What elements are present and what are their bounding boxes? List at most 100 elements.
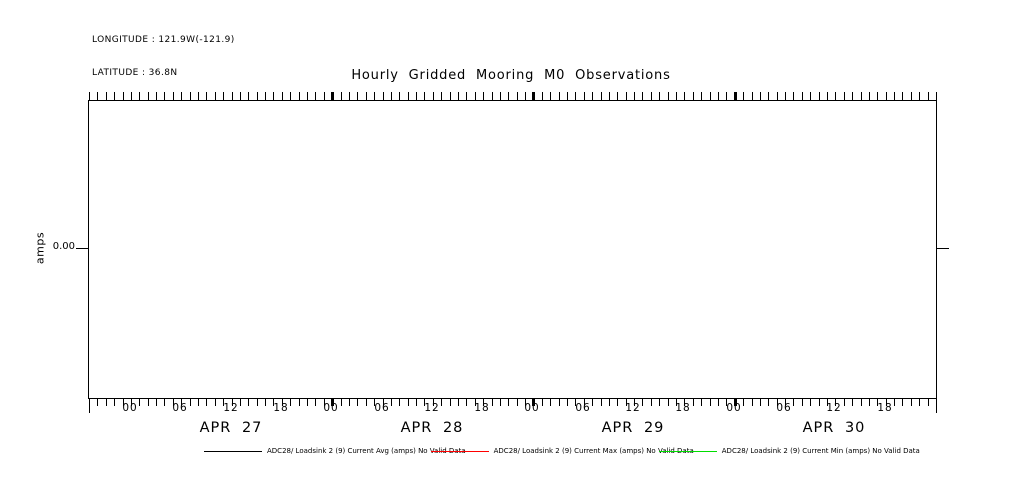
hour-tick-top [441,92,442,100]
hour-tick-bottom [609,399,610,406]
hour-tick-bottom [575,399,576,406]
y-tick-right [937,248,949,249]
hour-tick-top [584,92,585,100]
hour-tick-bottom [928,399,929,406]
hour-tick-top [559,92,560,100]
hour-tick-top [206,92,207,100]
hour-tick-bottom [852,399,853,406]
hour-tick-label: 06 [172,402,188,414]
hour-tick-bottom [408,399,409,406]
hour-tick-bottom [634,399,635,406]
hour-tick-top [793,92,794,100]
hour-tick-top [349,92,350,100]
plot-area [76,92,949,413]
hour-tick-top [726,92,727,100]
hour-tick-bottom [206,399,207,406]
hour-tick-top [198,92,199,100]
hour-tick-bottom [223,399,224,406]
hour-tick-bottom [525,399,526,406]
hour-tick-bottom [651,399,652,406]
day-boundary-tick-bottom [734,399,737,406]
legend-item: ADC28/ Loadsink 2 (9) Current Min (amps)… [658,447,923,455]
hour-tick-label: 18 [474,402,490,414]
hour-tick-label: 00 [524,402,540,414]
hour-tick-label: 00 [122,402,138,414]
hour-tick-top [257,92,258,100]
hour-tick-top [164,92,165,100]
hour-tick-bottom [492,399,493,406]
hour-tick-label: 12 [223,402,239,414]
hour-tick-top [752,92,753,100]
hour-tick-bottom [215,399,216,406]
hour-tick-bottom [357,399,358,406]
hour-tick-bottom [710,399,711,406]
hour-tick-bottom [466,399,467,406]
hour-tick-bottom [265,399,266,406]
hour-tick-bottom [106,399,107,406]
hour-tick-bottom [567,399,568,406]
hour-tick-label: 00 [323,402,339,414]
hour-tick-top [106,92,107,100]
hour-tick-top [936,92,937,100]
hour-tick-top [542,92,543,100]
hour-tick-bottom [324,399,325,406]
hour-tick-bottom [869,399,870,406]
hour-tick-top [181,92,182,100]
hour-tick-bottom [844,399,845,406]
hour-tick-bottom [743,399,744,406]
hour-tick-top [190,92,191,100]
hour-tick-top [777,92,778,100]
legend-label: ADC28/ Loadsink 2 (9) Current Avg (amps)… [267,447,466,455]
hour-tick-bottom [374,399,375,406]
hour-tick-bottom [827,399,828,406]
hour-tick-top [374,92,375,100]
hour-tick-bottom [173,399,174,406]
hour-tick-label: 06 [776,402,792,414]
day-boundary-tick-top [734,92,737,100]
hour-tick-bottom [752,399,753,406]
hour-tick-bottom [164,399,165,406]
hour-tick-top [886,92,887,100]
hour-tick-top [492,92,493,100]
hour-tick-bottom [877,399,878,406]
hour-tick-top [248,92,249,100]
corner-tick-bottom [936,399,937,413]
legend-line-swatch [204,450,262,452]
hour-tick-top [483,92,484,100]
hour-tick-top [861,92,862,100]
hour-tick-bottom [886,399,887,406]
legend-line-swatch [430,450,489,452]
hour-tick-top [651,92,652,100]
hour-tick-top [424,92,425,100]
hour-tick-bottom [793,399,794,406]
hour-tick-top [626,92,627,100]
hour-tick-bottom [341,399,342,406]
hour-tick-top [148,92,149,100]
hour-tick-top [928,92,929,100]
hour-tick-bottom [399,399,400,406]
hour-tick-bottom [726,399,727,406]
hour-tick-top [215,92,216,100]
day-label: APR 30 [802,420,866,436]
hour-tick-bottom [433,399,434,406]
hour-tick-label: 12 [424,402,440,414]
day-boundary-tick-bottom [532,399,535,406]
hour-tick-top [902,92,903,100]
hour-tick-bottom [181,399,182,406]
hour-tick-top [743,92,744,100]
hour-tick-label: 06 [374,402,390,414]
longitude-text: LONGITUDE : 121.9W(-121.9) [92,35,235,45]
hour-tick-bottom [131,399,132,406]
hour-tick-top [223,92,224,100]
hour-tick-top [659,92,660,100]
hour-tick-top [131,92,132,100]
hour-tick-top [500,92,501,100]
hour-tick-top [357,92,358,100]
day-label: APR 27 [199,420,263,436]
hour-tick-bottom [299,399,300,406]
hour-tick-top [173,92,174,100]
hour-tick-top [550,92,551,100]
hour-tick-top [324,92,325,100]
hour-tick-top [760,92,761,100]
hour-tick-top [525,92,526,100]
